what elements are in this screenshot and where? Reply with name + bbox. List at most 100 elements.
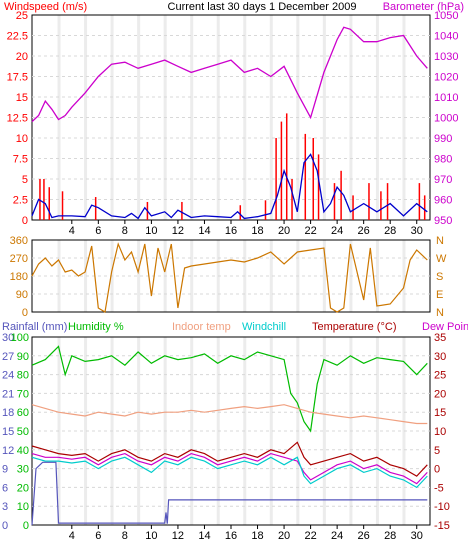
rainfall-tick-label: 12 <box>2 445 14 457</box>
header-barometer-title: Barometer (hPa) <box>383 1 464 13</box>
x-tick-label: 14 <box>198 225 210 237</box>
x-tick-label: 20 <box>278 225 290 237</box>
barometer-tick-label: 1040 <box>434 31 458 43</box>
legend-indoor: Indoor temp <box>172 321 231 333</box>
humidity-line <box>31 345 428 433</box>
temperature-tick-label: 5 <box>434 445 440 457</box>
windspeed-tick-label: 17.5 <box>7 72 28 84</box>
barometer-tick-label: 950 <box>434 215 452 227</box>
x-tick-label: 10 <box>145 225 157 237</box>
x-tick-label: 28 <box>384 530 396 542</box>
barometer-tick-label: 980 <box>434 154 452 166</box>
x-tick-label: 8 <box>122 530 128 542</box>
compass-tick-label: N <box>436 235 444 247</box>
rainfall-tick-label: 15 <box>2 426 14 438</box>
rainfall-tick-label: 18 <box>2 407 14 419</box>
barometer-line <box>31 26 428 123</box>
temperature-tick-label: 10 <box>434 426 446 438</box>
direction-tick-label: 270 <box>10 253 28 265</box>
x-tick-label: 30 <box>411 225 423 237</box>
panel2-dayband <box>84 240 88 312</box>
barometer-tick-label: 990 <box>434 133 452 145</box>
x-tick-label: 6 <box>95 530 101 542</box>
panel1-dayband <box>137 15 141 220</box>
rainfall-line <box>31 461 428 526</box>
compass-tick-label: E <box>436 289 443 301</box>
humidity-tick-label: 90 <box>17 351 29 363</box>
humidity-tick-label: 10 <box>17 501 29 513</box>
rainfall-tick-label: 30 <box>2 332 14 344</box>
panel2-dayband <box>190 240 194 312</box>
legend-temperature: Temperature (°C) <box>312 321 396 333</box>
humidity-tick-label: 60 <box>17 407 29 419</box>
x-tick-label: 12 <box>172 530 184 542</box>
windspeed-tick-label: 10 <box>16 133 28 145</box>
panel2-dayband <box>375 240 379 312</box>
humidity-tick-label: 0 <box>23 520 29 532</box>
panel2-dayband <box>269 240 273 312</box>
x-tick-label: 24 <box>331 225 343 237</box>
legend-rainfall: Rainfall (mm) <box>2 321 67 333</box>
windspeed-tick-label: 25 <box>16 10 28 22</box>
barometer-tick-label: 1010 <box>434 92 458 104</box>
x-tick-label: 6 <box>95 225 101 237</box>
header-windspeed-title: Windspeed (m/s) <box>4 1 87 13</box>
x-tick-label: 12 <box>172 225 184 237</box>
windspeed-tick-label: 5 <box>22 174 28 186</box>
panel1-dayband <box>375 15 379 220</box>
temperature-tick-label: 15 <box>434 407 446 419</box>
panel2-dayband <box>57 240 61 312</box>
temperature-tick-label: -5 <box>434 482 444 494</box>
x-tick-label: 10 <box>145 530 157 542</box>
windspeed-tick-label: 12.5 <box>7 113 28 125</box>
panel1-dayband <box>322 15 326 220</box>
panel3-dayband <box>322 337 326 525</box>
compass-tick-label: S <box>436 271 443 283</box>
panel1-dayband <box>84 15 88 220</box>
windspeed-tick-label: 20 <box>16 51 28 63</box>
humidity-tick-label: 100 <box>11 332 29 344</box>
dewpoint-line <box>31 452 428 485</box>
direction-tick-label: 90 <box>16 289 28 301</box>
temperature-tick-label: -15 <box>434 520 450 532</box>
x-tick-label: 26 <box>358 530 370 542</box>
panel3-dayband <box>137 337 141 525</box>
rainfall-tick-label: 9 <box>2 464 8 476</box>
rainfall-tick-label: 21 <box>2 388 14 400</box>
x-tick-label: 18 <box>251 225 263 237</box>
x-tick-label: 4 <box>69 530 75 542</box>
temperature-tick-label: -10 <box>434 501 450 513</box>
panel1-dayband <box>269 15 273 220</box>
panel3-dayband <box>402 337 406 525</box>
panel3-dayband <box>57 337 61 525</box>
panel3-dayband <box>84 337 88 525</box>
temperature-tick-label: 0 <box>434 464 440 476</box>
x-tick-label: 28 <box>384 225 396 237</box>
wind-direction-line <box>31 242 428 313</box>
direction-tick-label: 0 <box>22 307 28 319</box>
rainfall-tick-label: 6 <box>2 482 8 494</box>
x-tick-label: 18 <box>251 530 263 542</box>
barometer-tick-label: 1020 <box>434 72 458 84</box>
windspeed-tick-label: 22.5 <box>7 31 28 43</box>
temperature-tick-label: 20 <box>434 388 446 400</box>
panel2-dayband <box>402 240 406 312</box>
windspeed-tick-label: 2.5 <box>13 195 28 207</box>
x-tick-label: 4 <box>69 225 75 237</box>
windspeed-tick-label: 0 <box>22 215 28 227</box>
panel2-dayband <box>322 240 326 312</box>
humidity-tick-label: 20 <box>17 482 29 494</box>
windchill-line <box>31 456 428 489</box>
x-tick-label: 16 <box>225 225 237 237</box>
panel3-dayband <box>375 337 379 525</box>
x-tick-label: 26 <box>358 225 370 237</box>
legend-windchill: Windchill <box>242 321 286 333</box>
humidity-tick-label: 70 <box>17 388 29 400</box>
barometer-tick-label: 1000 <box>434 113 458 125</box>
humidity-tick-label: 50 <box>17 426 29 438</box>
indoor-temp-line <box>31 404 428 425</box>
legend-dewpoint: Dew Point <box>422 321 468 333</box>
